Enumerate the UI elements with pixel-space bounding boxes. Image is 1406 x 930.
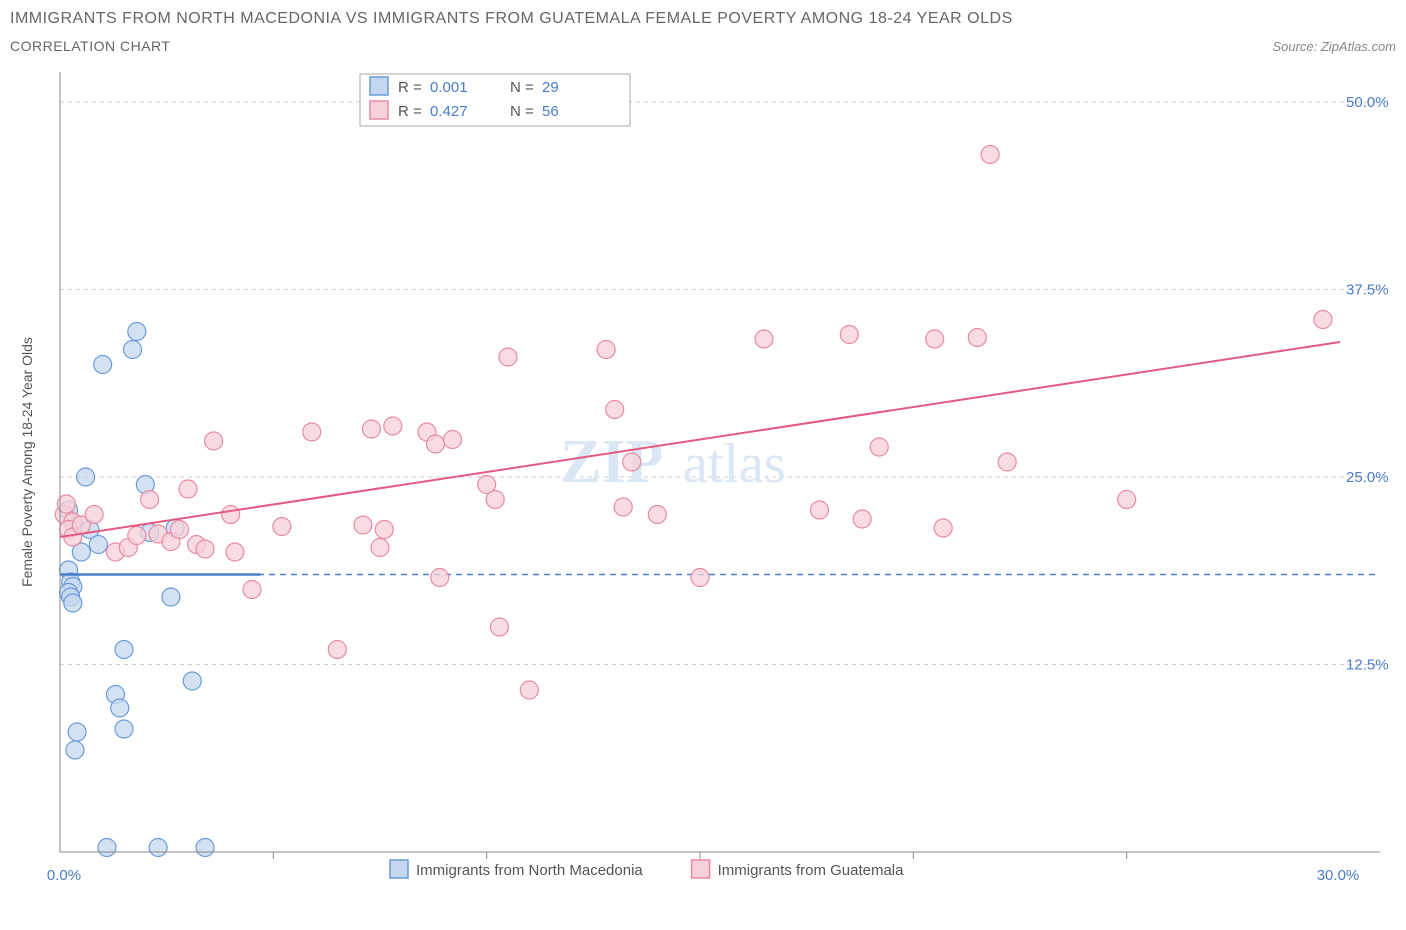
data-point-guatemala	[870, 438, 888, 456]
y-axis-title: Female Poverty Among 18-24 Year Olds	[19, 337, 35, 587]
data-point-guatemala	[371, 539, 389, 557]
data-point-macedonia	[124, 341, 142, 359]
data-point-guatemala	[1118, 491, 1136, 509]
data-point-macedonia	[77, 468, 95, 486]
data-point-guatemala	[170, 521, 188, 539]
legend-swatch	[370, 101, 388, 119]
data-point-macedonia	[89, 536, 107, 554]
legend-n-label: N =	[510, 79, 534, 96]
legend-r-label: R =	[398, 103, 422, 120]
legend-swatch	[370, 77, 388, 95]
data-point-guatemala	[614, 498, 632, 516]
data-point-guatemala	[362, 420, 380, 438]
data-point-macedonia	[111, 699, 129, 717]
legend-r-value: 0.427	[430, 103, 468, 120]
chart-header: IMMIGRANTS FROM NORTH MACEDONIA VS IMMIG…	[10, 10, 1396, 54]
data-point-guatemala	[85, 506, 103, 524]
chart-title: IMMIGRANTS FROM NORTH MACEDONIA VS IMMIG…	[10, 10, 1396, 28]
data-point-guatemala	[998, 453, 1016, 471]
data-point-guatemala	[226, 543, 244, 561]
data-point-macedonia	[68, 723, 86, 741]
bottom-legend-label: Immigrants from Guatemala	[718, 862, 905, 879]
data-point-guatemala	[273, 518, 291, 536]
data-point-guatemala	[1314, 311, 1332, 329]
data-point-guatemala	[431, 569, 449, 587]
data-point-guatemala	[623, 453, 641, 471]
svg-text:ZIP: ZIP	[560, 428, 663, 496]
data-point-guatemala	[968, 329, 986, 347]
svg-text:atlas: atlas	[683, 433, 786, 495]
data-point-macedonia	[162, 588, 180, 606]
legend-r-label: R =	[398, 79, 422, 96]
legend-r-value: 0.001	[430, 79, 468, 96]
y-tick-label: 25.0%	[1346, 469, 1389, 486]
data-point-guatemala	[691, 569, 709, 587]
legend-n-label: N =	[510, 103, 534, 120]
data-point-guatemala	[205, 432, 223, 450]
data-point-macedonia	[115, 641, 133, 659]
data-point-guatemala	[426, 435, 444, 453]
y-tick-label: 50.0%	[1346, 94, 1389, 111]
data-point-guatemala	[486, 491, 504, 509]
data-point-macedonia	[149, 839, 167, 857]
data-point-guatemala	[520, 681, 538, 699]
x-tick-label: 30.0%	[1317, 867, 1360, 884]
data-point-guatemala	[179, 480, 197, 498]
data-point-guatemala	[981, 146, 999, 164]
data-point-guatemala	[810, 501, 828, 519]
data-point-guatemala	[354, 516, 372, 534]
data-point-guatemala	[606, 401, 624, 419]
data-point-guatemala	[648, 506, 666, 524]
legend-n-value: 56	[542, 103, 559, 120]
data-point-guatemala	[499, 348, 517, 366]
data-point-guatemala	[934, 519, 952, 537]
data-point-macedonia	[128, 323, 146, 341]
correlation-scatter-chart: ZIP atlas 12.5% 25.0% 37.5% 50.0% 0.0% 30.0% Fem…	[10, 62, 1396, 892]
data-point-macedonia	[115, 720, 133, 738]
data-point-guatemala	[755, 330, 773, 348]
data-point-macedonia	[94, 356, 112, 374]
bottom-legend-label: Immigrants from North Macedonia	[416, 862, 643, 879]
data-point-guatemala	[853, 510, 871, 528]
data-point-guatemala	[328, 641, 346, 659]
data-point-guatemala	[141, 491, 159, 509]
data-point-guatemala	[222, 506, 240, 524]
data-point-macedonia	[98, 839, 116, 857]
data-point-guatemala	[375, 521, 393, 539]
y-tick-label: 12.5%	[1346, 657, 1389, 674]
legend-n-value: 29	[542, 79, 559, 96]
data-point-macedonia	[183, 672, 201, 690]
chart-subtitle: CORRELATION CHART	[10, 38, 170, 54]
data-point-guatemala	[128, 527, 146, 545]
data-point-macedonia	[64, 594, 82, 612]
data-point-guatemala	[840, 326, 858, 344]
data-point-guatemala	[384, 417, 402, 435]
regression-line-guatemala	[60, 342, 1340, 537]
chart-source: Source: ZipAtlas.com	[1272, 39, 1396, 54]
bottom-legend-swatch	[692, 860, 710, 878]
data-point-guatemala	[597, 341, 615, 359]
data-point-guatemala	[196, 540, 214, 558]
data-point-guatemala	[303, 423, 321, 441]
data-point-macedonia	[196, 839, 214, 857]
data-point-guatemala	[243, 581, 261, 599]
data-point-guatemala	[490, 618, 508, 636]
data-point-guatemala	[926, 330, 944, 348]
data-point-guatemala	[444, 431, 462, 449]
bottom-legend-swatch	[390, 860, 408, 878]
chart-svg: ZIP atlas 12.5% 25.0% 37.5% 50.0% 0.0% 30.0% Fem…	[10, 62, 1396, 892]
data-point-macedonia	[66, 741, 84, 759]
y-tick-label: 37.5%	[1346, 282, 1389, 299]
x-tick-label: 0.0%	[47, 867, 81, 884]
